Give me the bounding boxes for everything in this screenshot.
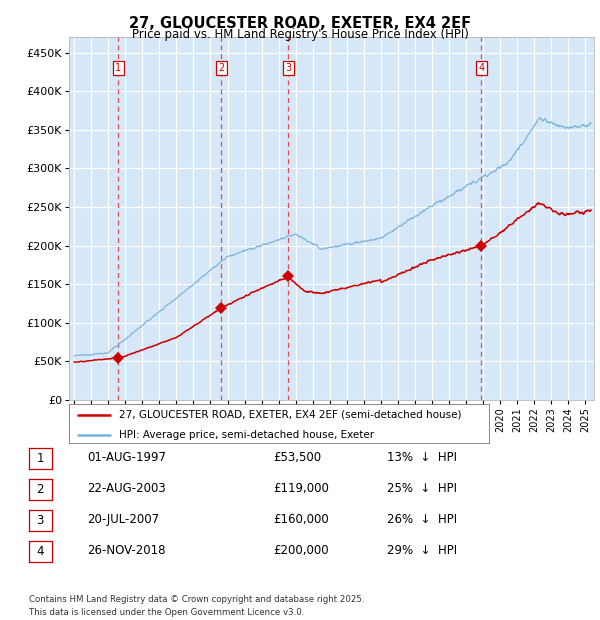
Text: HPI: Average price, semi-detached house, Exeter: HPI: Average price, semi-detached house,… bbox=[119, 430, 374, 440]
Text: £53,500: £53,500 bbox=[273, 451, 321, 464]
Text: 26%  ↓  HPI: 26% ↓ HPI bbox=[387, 513, 457, 526]
Text: 4: 4 bbox=[478, 63, 485, 73]
Text: 13%  ↓  HPI: 13% ↓ HPI bbox=[387, 451, 457, 464]
Text: £119,000: £119,000 bbox=[273, 482, 329, 495]
Text: 3: 3 bbox=[285, 63, 291, 73]
Text: £200,000: £200,000 bbox=[273, 544, 329, 557]
Text: 01-AUG-1997: 01-AUG-1997 bbox=[87, 451, 166, 464]
Text: 2: 2 bbox=[37, 483, 44, 495]
Text: 4: 4 bbox=[37, 545, 44, 557]
Text: 29%  ↓  HPI: 29% ↓ HPI bbox=[387, 544, 457, 557]
Text: 20-JUL-2007: 20-JUL-2007 bbox=[87, 513, 159, 526]
Text: 2: 2 bbox=[218, 63, 224, 73]
Text: 26-NOV-2018: 26-NOV-2018 bbox=[87, 544, 166, 557]
Text: 25%  ↓  HPI: 25% ↓ HPI bbox=[387, 482, 457, 495]
Text: 3: 3 bbox=[37, 514, 44, 526]
Text: 27, GLOUCESTER ROAD, EXETER, EX4 2EF (semi-detached house): 27, GLOUCESTER ROAD, EXETER, EX4 2EF (se… bbox=[119, 410, 462, 420]
Text: Contains HM Land Registry data © Crown copyright and database right 2025.
This d: Contains HM Land Registry data © Crown c… bbox=[29, 595, 364, 617]
Text: 1: 1 bbox=[115, 63, 121, 73]
Text: 27, GLOUCESTER ROAD, EXETER, EX4 2EF: 27, GLOUCESTER ROAD, EXETER, EX4 2EF bbox=[129, 16, 471, 30]
Text: £160,000: £160,000 bbox=[273, 513, 329, 526]
Text: Price paid vs. HM Land Registry's House Price Index (HPI): Price paid vs. HM Land Registry's House … bbox=[131, 28, 469, 41]
Text: 1: 1 bbox=[37, 452, 44, 464]
Text: 22-AUG-2003: 22-AUG-2003 bbox=[87, 482, 166, 495]
